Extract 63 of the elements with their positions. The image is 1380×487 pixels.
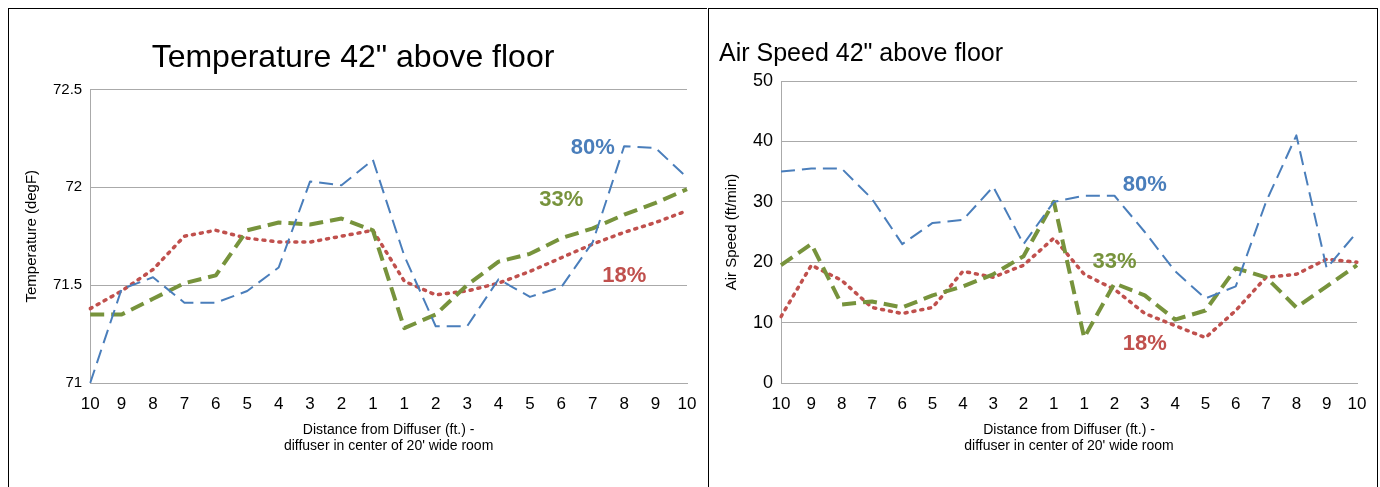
x-tick-label: 6 bbox=[211, 393, 221, 413]
y-axis-title: Temperature (degF) bbox=[22, 169, 40, 303]
x-tick-label: 1 bbox=[399, 393, 410, 413]
x-tick-label: 1 bbox=[1049, 393, 1059, 413]
chart-title: Temperature 42" above floor bbox=[151, 38, 555, 75]
x-tick-label: 9 bbox=[806, 393, 817, 413]
x-tick-label: 2 bbox=[430, 393, 441, 413]
x-tick-label: 3 bbox=[462, 393, 472, 413]
x-tick-label: 8 bbox=[148, 393, 158, 413]
x-tick-label: 1 bbox=[1079, 393, 1089, 413]
x-tick-label: 6 bbox=[556, 393, 567, 413]
y-tick-label: 50 bbox=[752, 69, 774, 90]
y-axis-title: Air Speed (ft/min) bbox=[722, 173, 740, 291]
y-tick-label: 0 bbox=[763, 371, 774, 392]
x-tick-label: 5 bbox=[1200, 393, 1211, 413]
y-tick-label: 30 bbox=[752, 190, 774, 211]
x-tick-label: 10 bbox=[80, 393, 100, 413]
y-tick-label: 72.5 bbox=[52, 79, 83, 97]
series-label: 80% bbox=[1122, 171, 1167, 197]
x-tick-label: 4 bbox=[1170, 393, 1180, 413]
line-series bbox=[88, 187, 689, 331]
x-tick-label: 6 bbox=[1231, 393, 1241, 413]
x-tick-label: 5 bbox=[927, 393, 938, 413]
x-axis-title: Distance from Diffuser (ft.) - diffuser in center of 20' wide room bbox=[964, 420, 1174, 454]
x-tick-label: 5 bbox=[525, 393, 535, 413]
x-tick-label: 7 bbox=[1261, 393, 1271, 413]
series-label: 33% bbox=[539, 186, 584, 212]
x-tick-label: 3 bbox=[988, 393, 998, 413]
y-tick-label: 10 bbox=[752, 311, 774, 332]
y-tick-label: 20 bbox=[752, 251, 774, 272]
y-tick-label: 71.5 bbox=[52, 275, 83, 293]
y-tick-label: 40 bbox=[752, 130, 774, 151]
x-tick-label: 10 bbox=[771, 393, 791, 413]
x-tick-label: 9 bbox=[116, 393, 127, 413]
x-tick-label: 7 bbox=[588, 393, 598, 413]
x-axis-title: Distance from Diffuser (ft.) - diffuser in center of 20' wide room bbox=[283, 420, 494, 454]
x-tick-label: 2 bbox=[1018, 393, 1029, 413]
x-tick-label: 3 bbox=[305, 393, 315, 413]
x-tick-label: 9 bbox=[1321, 393, 1332, 413]
x-tick-label: 4 bbox=[958, 393, 968, 413]
series-label: 18% bbox=[1122, 329, 1167, 355]
x-tick-label: 6 bbox=[897, 393, 908, 413]
series-label: 18% bbox=[602, 262, 647, 288]
x-tick-label: 4 bbox=[273, 393, 284, 413]
x-tick-label: 10 bbox=[1347, 393, 1367, 413]
chart-title: Air Speed 42" above floor bbox=[719, 37, 1004, 66]
x-tick-label: 10 bbox=[677, 393, 697, 413]
y-tick-label: 71 bbox=[65, 373, 83, 391]
x-tick-label: 2 bbox=[1109, 393, 1120, 413]
x-tick-label: 2 bbox=[336, 393, 347, 413]
x-tick-label: 8 bbox=[836, 393, 847, 413]
x-tick-label: 8 bbox=[619, 393, 629, 413]
x-tick-label: 7 bbox=[867, 393, 877, 413]
series-label: 33% bbox=[1092, 248, 1137, 274]
x-tick-label: 8 bbox=[1291, 393, 1302, 413]
x-tick-label: 5 bbox=[242, 393, 252, 413]
x-tick-label: 7 bbox=[179, 393, 190, 413]
x-tick-label: 3 bbox=[1140, 393, 1150, 413]
series-label: 80% bbox=[570, 134, 615, 160]
x-tick-label: 4 bbox=[493, 393, 504, 413]
x-tick-label: 9 bbox=[650, 393, 661, 413]
y-tick-label: 72 bbox=[65, 177, 83, 195]
x-tick-label: 1 bbox=[368, 393, 378, 413]
